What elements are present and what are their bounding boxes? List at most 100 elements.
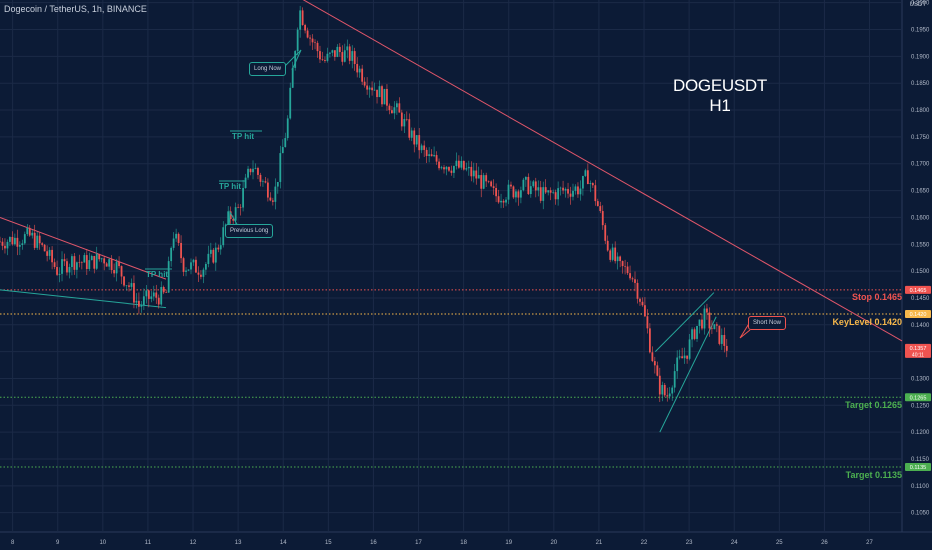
candle-body (507, 184, 510, 200)
candle-body (577, 186, 579, 195)
candle-body (557, 188, 560, 200)
candle-body (80, 262, 83, 263)
y-tick-label-8: 0.1600 (911, 215, 930, 221)
price-badge-text-0: 0.1465 (910, 288, 927, 294)
candle-body (720, 335, 723, 344)
candle-body (626, 266, 629, 274)
candle-body (465, 168, 468, 170)
x-tick-label-16: 24 (731, 540, 738, 546)
candle-body (440, 167, 443, 169)
candle-body (98, 254, 101, 260)
candle-body (48, 249, 51, 256)
candle-body (596, 201, 599, 207)
candle-body (192, 259, 195, 263)
candle-body (197, 272, 200, 275)
candle-body (428, 154, 431, 156)
candle-body (93, 256, 96, 269)
candle-body (462, 160, 465, 170)
candle-body (142, 296, 145, 306)
candle-body (549, 190, 552, 193)
candle-body (520, 190, 522, 198)
candle-body (254, 168, 257, 169)
price-axis[interactable]: 0.2000 0.1950 0.1900 0.1850 0.1800 0.1750 0.17… (911, 1, 930, 517)
candle-body (0, 241, 1, 243)
candle-body (433, 155, 435, 157)
candle-body (711, 328, 713, 330)
candle-body (172, 238, 175, 248)
candle-body (393, 107, 396, 114)
quote-unit: USDT (909, 2, 926, 8)
y-tick-label-10: 0.1500 (911, 269, 930, 275)
candle-body (467, 166, 470, 169)
candle-body (497, 196, 500, 203)
candle-body (56, 266, 58, 275)
candle-body (160, 287, 163, 305)
stop-label: Stop 0.1465 (851, 292, 902, 302)
candle-body (85, 255, 88, 269)
candle-body (95, 254, 98, 269)
candle-body (316, 42, 319, 52)
candle-body (403, 118, 406, 127)
candle-body (639, 298, 641, 302)
candle-body (296, 29, 299, 52)
candle-body (391, 110, 393, 114)
title-symbol: DOGEUSDT (673, 76, 767, 95)
candle-body (361, 68, 364, 82)
candle-body (63, 259, 66, 262)
candle-body (180, 242, 182, 259)
candle-body (524, 176, 527, 180)
candle-body (698, 319, 701, 326)
candle-body (671, 387, 674, 394)
candle-body (18, 245, 21, 247)
candle-body (408, 119, 411, 138)
candle-body (718, 325, 721, 344)
candle-body (708, 312, 711, 329)
time-axis[interactable]: 8 9 10 11 12 13 14 15 16 17 18 19 20 21 22 23 24 25 26 27 (11, 540, 874, 546)
candle-body (33, 232, 36, 248)
candle-body (472, 170, 475, 177)
candle-body (567, 188, 569, 194)
candle-body (110, 259, 113, 271)
y-tick-label-18: 0.1100 (911, 484, 930, 490)
trendlines (0, 0, 903, 433)
candle-body (606, 240, 609, 251)
candle-body (120, 266, 123, 277)
candle-body (537, 187, 540, 191)
candle-body (363, 81, 366, 86)
candle-body (715, 324, 718, 326)
candle-body (539, 187, 542, 201)
candle-body (227, 211, 230, 225)
candle-body (457, 160, 460, 168)
candle-body (624, 266, 626, 267)
candle-body (609, 250, 612, 260)
x-tick-label-10: 18 (460, 540, 467, 546)
y-tick-label-3: 0.1850 (911, 81, 930, 87)
price-badge-sub-2: 40:11 (912, 352, 924, 358)
candle-body (214, 247, 217, 263)
candle-body (564, 188, 567, 191)
candle-body (584, 170, 587, 176)
candle-body (353, 51, 356, 65)
candle-body (75, 262, 78, 270)
candle-body (41, 243, 44, 245)
x-tick-label-18: 26 (821, 540, 828, 546)
candle-body (435, 155, 438, 162)
candle-body (13, 237, 16, 245)
candle-body (150, 296, 153, 299)
price-badge-3 (905, 393, 931, 402)
price-badge-text-2: 0.1357 (910, 346, 927, 352)
candle-body (281, 147, 284, 154)
candle-body (351, 51, 354, 61)
candle-body (324, 60, 326, 61)
candle-body (656, 365, 659, 376)
candle-body (706, 308, 708, 313)
y-tick-label-1: 0.1950 (911, 28, 930, 34)
candle-body (448, 166, 450, 171)
candle-body (658, 375, 661, 395)
x-tick-label-6: 14 (280, 540, 287, 546)
candle-body (450, 170, 453, 173)
candle-body (505, 199, 507, 203)
candle-body (701, 319, 703, 329)
